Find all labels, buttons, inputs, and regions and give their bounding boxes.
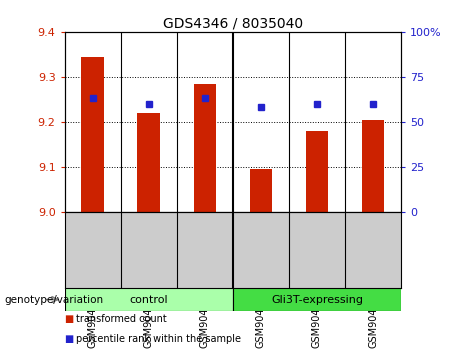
- Bar: [233, 288, 401, 312]
- Text: percentile rank within the sample: percentile rank within the sample: [76, 334, 241, 344]
- Bar: [82, 57, 104, 212]
- Bar: [65, 288, 233, 312]
- Text: Gli3T-expressing: Gli3T-expressing: [271, 295, 363, 304]
- Text: control: control: [130, 295, 168, 304]
- Text: transformed count: transformed count: [76, 314, 167, 324]
- Text: ■: ■: [65, 334, 74, 344]
- Text: ■: ■: [65, 314, 74, 324]
- Bar: [250, 169, 272, 212]
- Bar: [137, 113, 160, 212]
- Title: GDS4346 / 8035040: GDS4346 / 8035040: [163, 17, 303, 31]
- Bar: [306, 131, 328, 212]
- Bar: [362, 120, 384, 212]
- Bar: [194, 84, 216, 212]
- Text: genotype/variation: genotype/variation: [5, 295, 104, 304]
